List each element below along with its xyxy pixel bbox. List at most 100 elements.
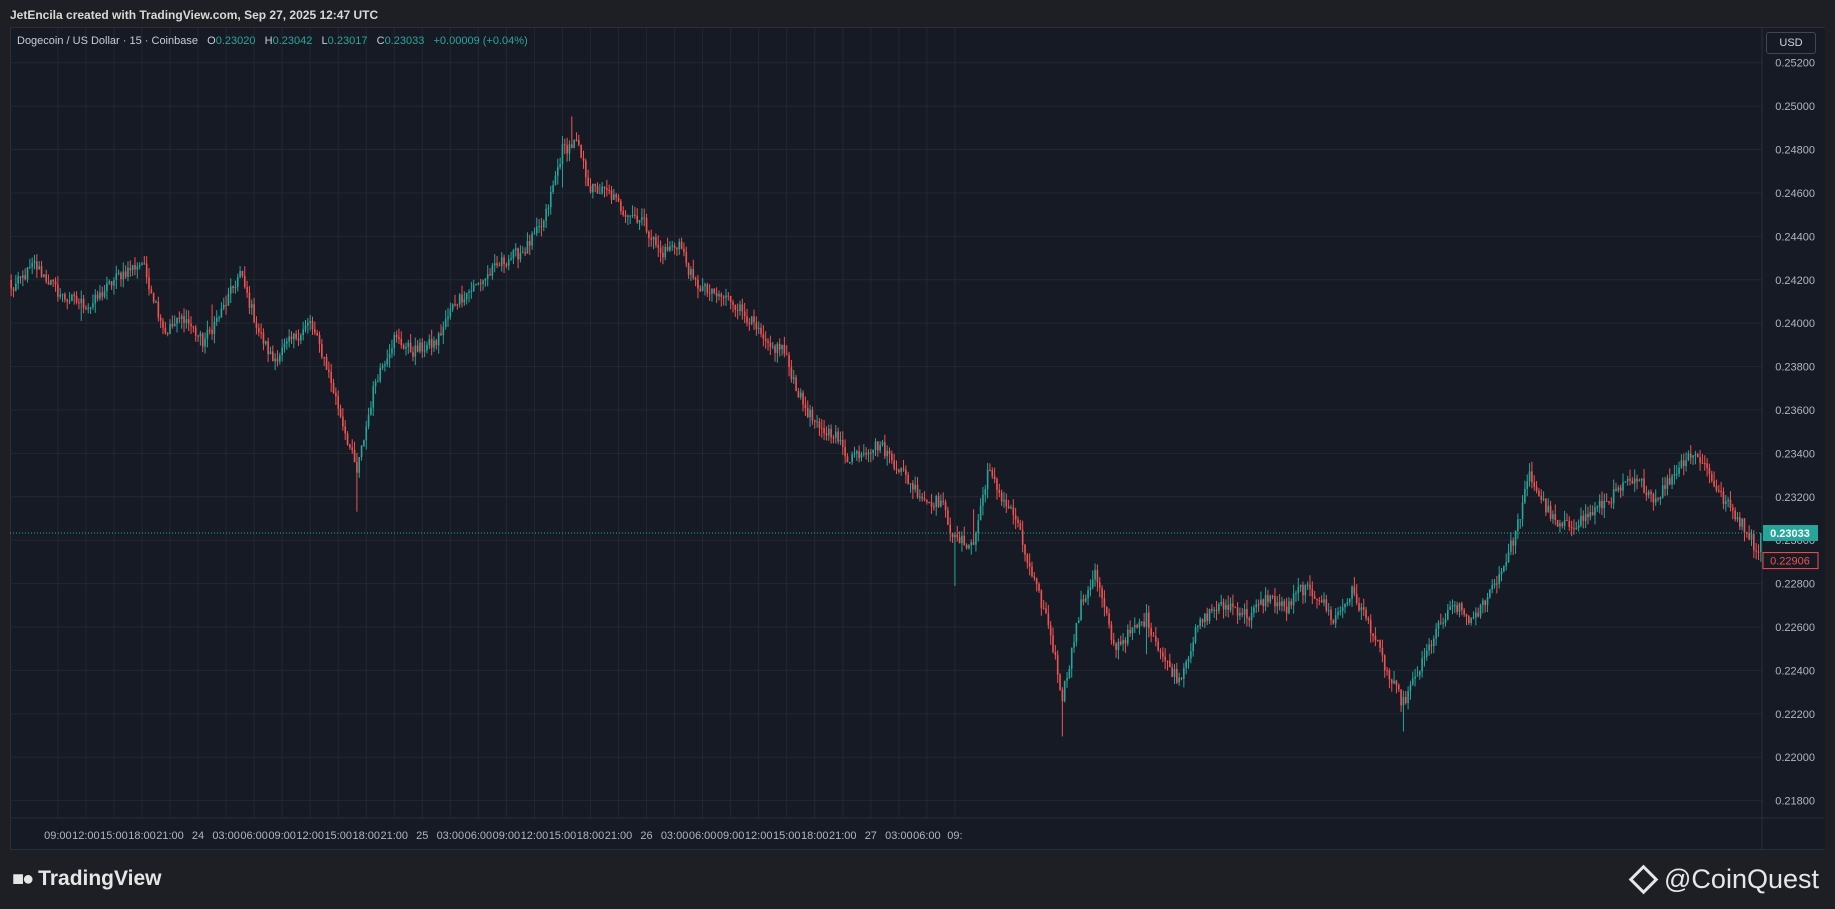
candle-body xyxy=(1197,625,1199,628)
candle-body xyxy=(92,303,94,308)
candle-body xyxy=(554,175,557,186)
currency-button[interactable]: USD xyxy=(1766,32,1816,54)
candle-body xyxy=(769,342,772,347)
candle-body xyxy=(848,462,851,464)
candle-body xyxy=(1129,629,1131,634)
candle-body xyxy=(1026,554,1029,563)
candle-body xyxy=(1496,583,1498,585)
candle-body xyxy=(358,457,361,473)
candle-body xyxy=(1082,599,1085,602)
candle-body xyxy=(197,335,199,337)
candle-body xyxy=(1605,500,1608,502)
candle-body xyxy=(1610,502,1613,504)
candle-body xyxy=(711,288,713,294)
candle-body xyxy=(239,270,241,278)
candle-body xyxy=(1143,621,1145,627)
candle-body xyxy=(1367,618,1370,620)
candle-body xyxy=(183,315,185,323)
candle-body xyxy=(1124,640,1127,644)
candle-body xyxy=(227,293,230,306)
candle-body xyxy=(540,226,543,228)
candle-body xyxy=(45,274,48,282)
candle-body xyxy=(409,342,412,353)
tradingview-wordmark: TradingView xyxy=(38,867,162,890)
candle-body xyxy=(608,189,611,191)
candle-body xyxy=(739,304,741,312)
candle-body xyxy=(89,307,92,309)
candle-body xyxy=(496,263,498,266)
candle-body xyxy=(986,469,989,490)
candle-body xyxy=(804,404,807,408)
candle-body xyxy=(1337,612,1339,616)
tradingview-logo[interactable]: ■● TradingView xyxy=(12,866,162,892)
candle-body xyxy=(1278,602,1281,606)
candle-body xyxy=(968,545,970,549)
candle-body xyxy=(1250,612,1253,621)
candle-body xyxy=(1589,512,1592,518)
candle-body xyxy=(556,167,559,176)
candle-body xyxy=(909,483,912,485)
candle-body xyxy=(587,177,589,186)
candle-body xyxy=(1157,641,1159,651)
candle-body xyxy=(169,324,171,334)
candle-body xyxy=(559,164,561,168)
candle-body xyxy=(809,409,811,418)
candle-body xyxy=(1138,621,1141,628)
candle-body xyxy=(858,451,860,458)
x-tick-label: 18:00 xyxy=(801,830,829,842)
candle-body xyxy=(1040,590,1043,609)
candle-body xyxy=(10,279,12,289)
candle-body xyxy=(704,284,706,287)
candle-body xyxy=(1154,636,1157,642)
symbol-legend[interactable]: Dogecoin / US Dollar · 15 · Coinbase O0.… xyxy=(17,35,528,47)
candle-body xyxy=(1101,588,1103,599)
candle-body xyxy=(1017,519,1019,523)
candle-body xyxy=(1575,527,1578,530)
candle-body xyxy=(1024,544,1026,555)
candle-body xyxy=(1073,642,1075,648)
candle-body xyxy=(288,336,290,342)
candle-body xyxy=(1393,680,1395,684)
x-tick-label: 21:00 xyxy=(829,830,857,842)
chart-frame[interactable] xyxy=(10,27,1825,850)
candle-body xyxy=(124,271,127,277)
candle-body xyxy=(1365,609,1367,619)
candle-body xyxy=(951,532,954,538)
candle-body xyxy=(1232,603,1234,607)
candle-body xyxy=(220,308,223,318)
candle-body xyxy=(916,484,919,498)
candle-body xyxy=(566,145,568,154)
candle-body xyxy=(1269,596,1272,602)
candle-body xyxy=(1173,668,1176,677)
candle-body xyxy=(260,332,262,334)
candle-body xyxy=(762,334,765,339)
candle-body xyxy=(29,267,31,269)
candle-body xyxy=(1374,636,1377,641)
candle-body xyxy=(435,340,438,346)
candle-body xyxy=(1587,513,1589,518)
candle-body xyxy=(456,304,459,306)
candle-body xyxy=(706,284,709,293)
candle-body xyxy=(1484,600,1487,605)
open-value: 0.23020 xyxy=(215,35,256,47)
candle-body xyxy=(1330,609,1332,621)
candle-body xyxy=(853,453,856,455)
candle-body xyxy=(309,320,311,323)
candle-body xyxy=(278,355,281,362)
candle-body xyxy=(914,484,917,490)
candle-body xyxy=(283,343,286,348)
candle-body xyxy=(944,501,947,511)
candle-body xyxy=(722,296,725,298)
candle-body xyxy=(603,186,606,189)
candle-body xyxy=(816,421,818,423)
candle-body xyxy=(1692,455,1694,458)
candle-body xyxy=(582,157,585,161)
candle-body xyxy=(211,329,213,334)
candle-body xyxy=(1703,463,1706,465)
candle-body xyxy=(687,263,690,275)
candle-body xyxy=(314,329,316,333)
candle-body xyxy=(1126,629,1129,644)
candle-body xyxy=(162,320,164,328)
candle-body xyxy=(360,445,363,458)
